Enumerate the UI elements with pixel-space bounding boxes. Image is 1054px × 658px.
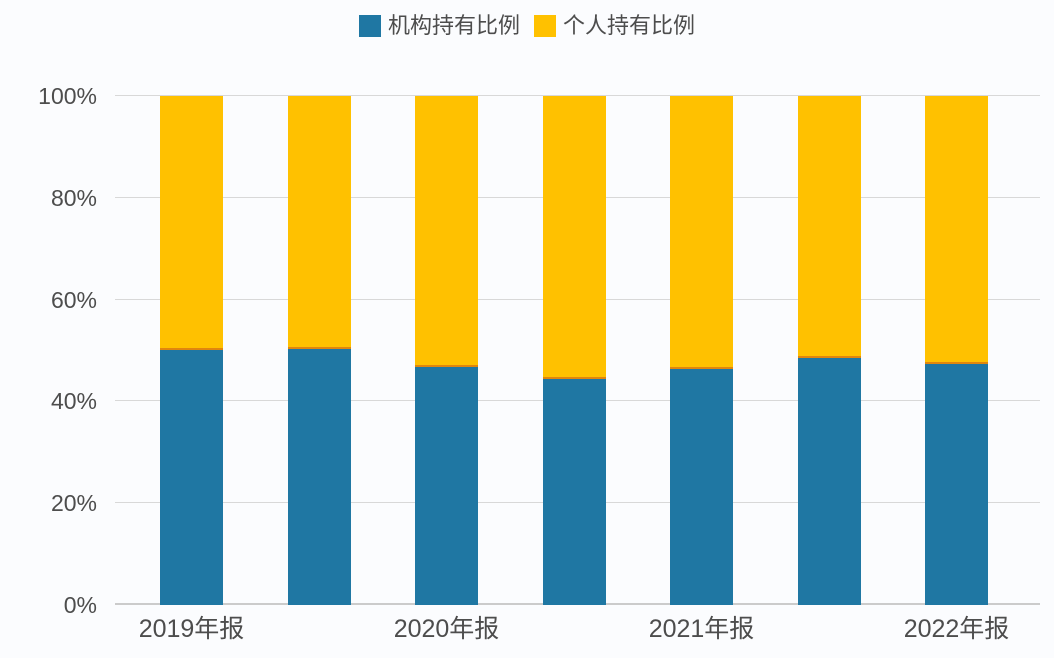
y-axis-label: 0% bbox=[63, 592, 97, 618]
bar[interactable] bbox=[797, 96, 861, 605]
x-axis-label: 2020年报 bbox=[393, 615, 500, 643]
bar-segment-individual[interactable] bbox=[797, 96, 861, 358]
bar[interactable] bbox=[670, 96, 733, 605]
bar-segment-institutional[interactable] bbox=[925, 364, 988, 605]
bar[interactable] bbox=[287, 96, 351, 605]
y-axis-label: 100% bbox=[38, 83, 97, 109]
gridline bbox=[115, 95, 1040, 96]
y-axis-label: 20% bbox=[50, 490, 97, 517]
legend-label-individual: 个人持有比例 bbox=[563, 13, 696, 38]
bar-segment-institutional[interactable] bbox=[287, 349, 351, 605]
plot-area bbox=[115, 95, 1040, 605]
legend-item-individual[interactable]: 个人持有比例 bbox=[534, 13, 695, 39]
legend-swatch-individual bbox=[534, 15, 556, 37]
bar-segment-individual[interactable] bbox=[415, 96, 478, 367]
x-axis-label: 2022年报 bbox=[903, 615, 1010, 643]
legend-label-institutional: 机构持有比例 bbox=[387, 13, 520, 38]
bar[interactable] bbox=[160, 96, 223, 605]
bar-segment-individual[interactable] bbox=[287, 96, 351, 349]
y-axis-label: 40% bbox=[50, 388, 97, 415]
bar-segment-institutional[interactable] bbox=[670, 369, 733, 605]
bar-segment-institutional[interactable] bbox=[415, 367, 478, 605]
x-axis-label: 2021年报 bbox=[648, 615, 755, 643]
bar-segment-individual[interactable] bbox=[542, 96, 606, 379]
bar-segment-institutional[interactable] bbox=[542, 379, 606, 605]
legend-swatch-institutional bbox=[358, 15, 381, 37]
bar-segment-institutional[interactable] bbox=[160, 350, 223, 605]
bar[interactable] bbox=[925, 96, 988, 605]
bar-segment-individual[interactable] bbox=[160, 96, 223, 350]
bar[interactable] bbox=[415, 96, 478, 605]
bar-segment-individual[interactable] bbox=[925, 96, 988, 364]
bar-segment-institutional[interactable] bbox=[797, 358, 861, 605]
bar[interactable] bbox=[542, 96, 606, 605]
y-axis-label: 60% bbox=[50, 286, 97, 313]
bar-segment-individual[interactable] bbox=[670, 96, 733, 369]
legend-item-institutional[interactable]: 机构持有比例 bbox=[358, 13, 520, 39]
y-axis-label: 80% bbox=[50, 184, 97, 211]
legend: 机构持有比例 个人持有比例 bbox=[0, 13, 1054, 39]
x-axis-label: 2019年报 bbox=[138, 615, 245, 643]
